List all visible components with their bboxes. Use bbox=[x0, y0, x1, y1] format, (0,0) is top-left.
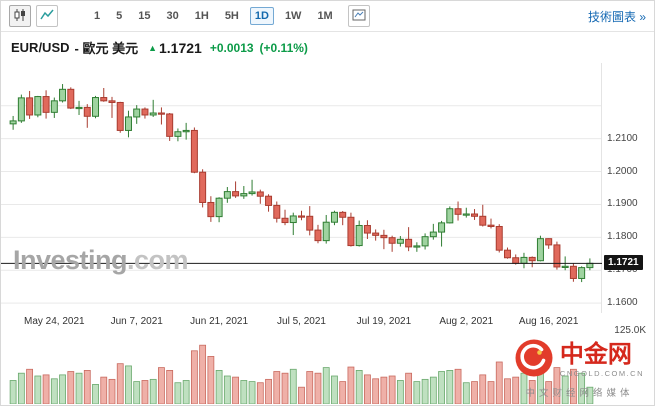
up-arrow-icon: ▲ bbox=[148, 42, 157, 53]
y-axis-label: 1.2100 bbox=[607, 132, 638, 144]
cngold-branding: 中金网 CNGOLD.COM.CN 中文财经网络媒体 bbox=[515, 339, 644, 399]
volume-panel: 125.0K 中金网 CNGOLD.COM.CN 中文财经网络媒体 bbox=[1, 325, 654, 405]
timeframe-button-1[interactable]: 1 bbox=[89, 7, 105, 25]
x-axis-label: Aug 2, 2021 bbox=[439, 316, 494, 327]
timeframe-button-1M[interactable]: 1M bbox=[312, 7, 337, 25]
timeframe-button-1D[interactable]: 1D bbox=[249, 7, 274, 25]
timeframe-button-1H[interactable]: 1H bbox=[190, 7, 214, 25]
price-chart: Investing.com 1.1721 1.2100 1.2000 1.1900 1… bbox=[1, 63, 654, 313]
investing-watermark: Investing.com bbox=[13, 245, 189, 275]
watermark-suffix: .com bbox=[127, 245, 189, 275]
current-price-badge: 1.1721 bbox=[604, 255, 643, 271]
watermark-main: Investing bbox=[13, 245, 128, 275]
x-axis-label: Jul 5, 2021 bbox=[277, 316, 326, 327]
x-axis: May 24, 2021 Jun 7, 2021 Jun 21, 2021 Jul 5… bbox=[1, 313, 654, 332]
price-change: +0.0013 bbox=[209, 40, 254, 55]
toolbar: 1 5 15 30 1H 5H 1D 1W 1M 技術圖表 » bbox=[1, 1, 654, 32]
y-axis-label: 1.1800 bbox=[607, 231, 638, 243]
cngold-logo-icon bbox=[515, 339, 553, 382]
timeframe-button-5H[interactable]: 5H bbox=[220, 7, 244, 25]
y-axis-label: 1.2000 bbox=[607, 165, 638, 177]
x-axis-label: Jun 7, 2021 bbox=[110, 316, 163, 327]
volume-axis-label: 125.0K bbox=[614, 325, 646, 336]
technical-chart-link[interactable]: 技術圖表 » bbox=[587, 9, 646, 24]
x-axis-label: Jun 21, 2021 bbox=[190, 316, 249, 327]
timeframe-button-1W[interactable]: 1W bbox=[280, 7, 307, 25]
x-axis-label: Jul 19, 2021 bbox=[356, 316, 412, 327]
timeframe-button-15[interactable]: 15 bbox=[133, 7, 155, 25]
candlestick-chart-button[interactable] bbox=[9, 5, 31, 27]
y-axis-label: 1.1900 bbox=[607, 198, 638, 210]
volume-canvas[interactable] bbox=[1, 334, 602, 404]
price-change-percent: (+0.11%) bbox=[259, 40, 308, 55]
last-price: 1.1721 bbox=[159, 39, 202, 56]
timeframe-button-5[interactable]: 5 bbox=[111, 7, 127, 25]
timeframe-group: 1 5 15 30 1H 5H 1D 1W 1M bbox=[89, 7, 338, 25]
x-axis-label: Aug 16, 2021 bbox=[518, 316, 579, 327]
cngold-name: 中金网 bbox=[559, 341, 632, 368]
quote-header: EUR/USD - 歐元 美元 ▲ 1.1721 +0.0013 (+0.11%… bbox=[1, 32, 654, 63]
x-axis-label: May 24, 2021 bbox=[24, 316, 85, 327]
candlestick-canvas[interactable] bbox=[1, 63, 602, 313]
y-axis-label: 1.1600 bbox=[607, 297, 638, 309]
indicators-icon bbox=[352, 8, 366, 25]
candlestick-icon bbox=[13, 8, 27, 25]
indicators-button[interactable] bbox=[347, 5, 370, 27]
line-chart-button[interactable] bbox=[36, 5, 58, 27]
symbol-subtitle: - 歐元 美元 bbox=[74, 41, 139, 56]
line-chart-icon bbox=[40, 8, 54, 25]
cngold-domain: CNGOLD.COM.CN bbox=[559, 369, 644, 378]
timeframe-button-30[interactable]: 30 bbox=[162, 7, 184, 25]
symbol-title: EUR/USD bbox=[11, 40, 70, 55]
cngold-tagline: 中文财经网络媒体 bbox=[525, 388, 634, 399]
